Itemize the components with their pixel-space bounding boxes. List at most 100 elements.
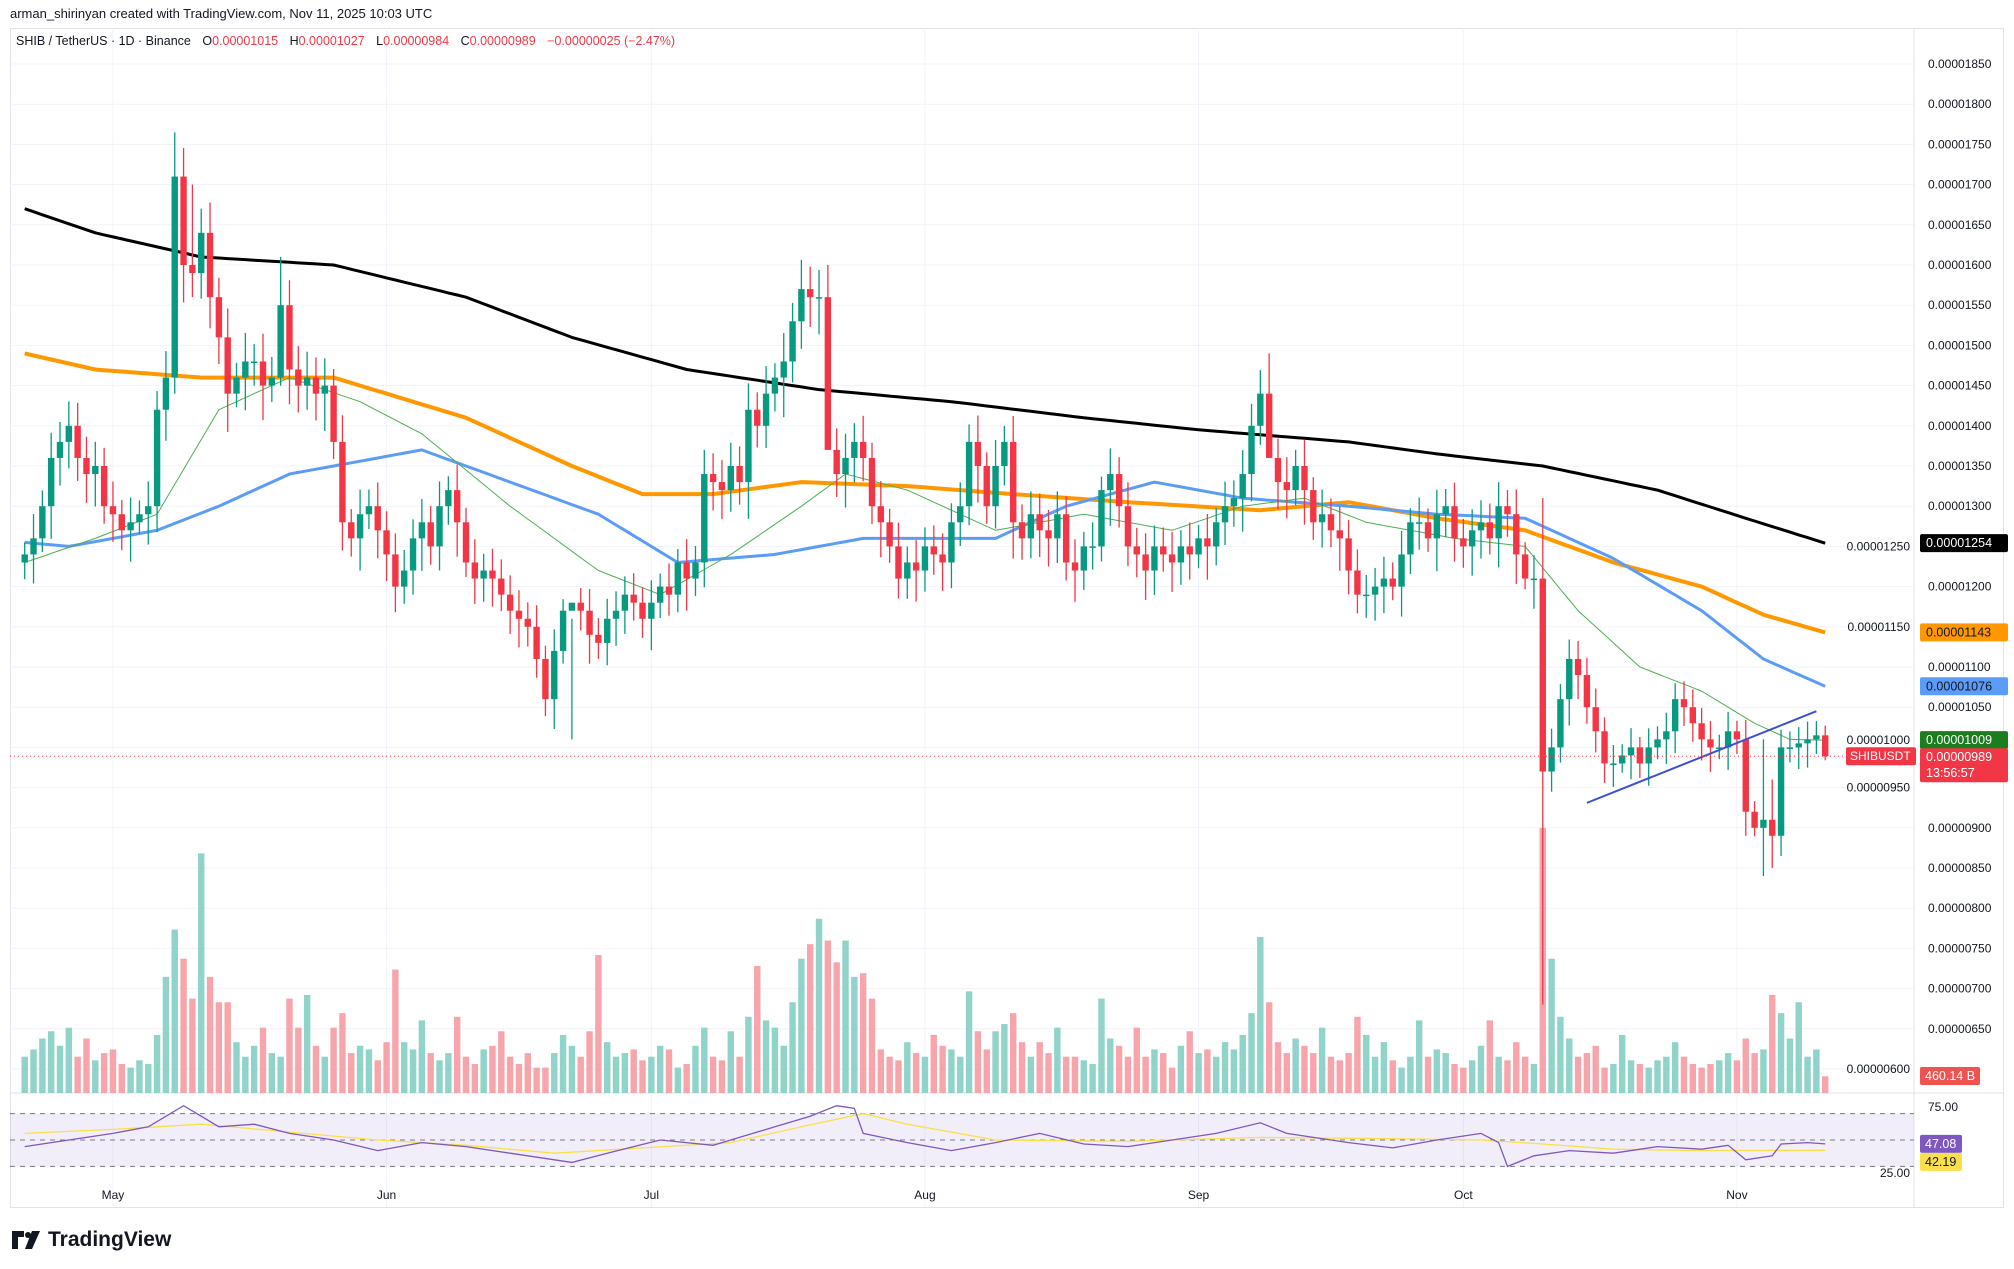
- candle[interactable]: [992, 439, 999, 529]
- candle[interactable]: [656, 573, 664, 618]
- candle[interactable]: [1142, 533, 1149, 601]
- candle[interactable]: [401, 549, 408, 604]
- candle[interactable]: [1124, 482, 1132, 567]
- candle[interactable]: [515, 590, 523, 648]
- candle[interactable]: [1530, 555, 1538, 609]
- candle[interactable]: [1751, 801, 1758, 837]
- candle[interactable]: [754, 392, 761, 448]
- candle[interactable]: [824, 265, 832, 450]
- candle[interactable]: [1451, 482, 1458, 562]
- candle[interactable]: [374, 482, 381, 559]
- candle[interactable]: [1433, 489, 1441, 572]
- candle[interactable]: [983, 452, 990, 524]
- candle[interactable]: [1080, 531, 1088, 590]
- candle[interactable]: [807, 266, 814, 327]
- candle[interactable]: [1133, 527, 1140, 578]
- candle[interactable]: [1804, 721, 1811, 768]
- candle[interactable]: [1813, 721, 1820, 754]
- candle[interactable]: [286, 280, 293, 405]
- candle[interactable]: [1716, 734, 1723, 760]
- candle[interactable]: [1610, 745, 1617, 787]
- candle[interactable]: [551, 629, 558, 729]
- candle[interactable]: [1318, 489, 1326, 548]
- candle[interactable]: [851, 423, 858, 483]
- candle[interactable]: [859, 415, 867, 482]
- candle[interactable]: [1460, 518, 1467, 568]
- candle[interactable]: [965, 424, 973, 526]
- candle[interactable]: [868, 442, 876, 525]
- candle[interactable]: [974, 415, 982, 503]
- candle[interactable]: [1168, 531, 1176, 593]
- candle[interactable]: [1504, 490, 1511, 537]
- candle[interactable]: [480, 553, 487, 602]
- candle[interactable]: [621, 576, 629, 634]
- candle[interactable]: [639, 587, 646, 638]
- trendline[interactable]: [1586, 710, 1817, 804]
- candle[interactable]: [65, 401, 73, 469]
- candle[interactable]: [815, 269, 823, 335]
- candle[interactable]: [1398, 530, 1405, 617]
- candle[interactable]: [533, 605, 540, 678]
- candle[interactable]: [1477, 500, 1485, 559]
- candle[interactable]: [1204, 514, 1211, 580]
- candle[interactable]: [1654, 726, 1661, 760]
- candle[interactable]: [295, 346, 302, 413]
- candle[interactable]: [701, 449, 708, 588]
- candle[interactable]: [1769, 779, 1776, 868]
- candle[interactable]: [736, 446, 743, 505]
- candle[interactable]: [1698, 707, 1705, 761]
- candle[interactable]: [1001, 425, 1008, 486]
- candle[interactable]: [648, 580, 655, 651]
- candle[interactable]: [242, 332, 249, 411]
- candle[interactable]: [559, 599, 567, 664]
- candle[interactable]: [1336, 506, 1343, 571]
- candle[interactable]: [1389, 562, 1396, 601]
- candle[interactable]: [418, 498, 426, 571]
- candle[interactable]: [1777, 729, 1785, 857]
- candle[interactable]: [630, 573, 637, 621]
- candle[interactable]: [586, 589, 593, 664]
- candle[interactable]: [224, 308, 231, 432]
- candle[interactable]: [1160, 527, 1167, 572]
- candle[interactable]: [745, 383, 752, 519]
- candle[interactable]: [1619, 744, 1626, 773]
- candle[interactable]: [595, 618, 602, 659]
- candle[interactable]: [1071, 539, 1079, 602]
- candle[interactable]: [1310, 477, 1317, 540]
- candle[interactable]: [1027, 491, 1035, 559]
- candle[interactable]: [1248, 403, 1255, 502]
- candle[interactable]: [1671, 683, 1679, 754]
- candle[interactable]: [498, 559, 505, 612]
- candle[interactable]: [233, 362, 240, 408]
- candle[interactable]: [171, 132, 178, 394]
- candle[interactable]: [1724, 711, 1732, 770]
- candle[interactable]: [1018, 504, 1026, 560]
- candle[interactable]: [1186, 522, 1193, 580]
- candle[interactable]: [30, 514, 37, 584]
- candle[interactable]: [1760, 739, 1767, 877]
- candle[interactable]: [1416, 497, 1423, 550]
- candle[interactable]: [83, 436, 90, 503]
- candle[interactable]: [1557, 684, 1564, 763]
- candle[interactable]: [1822, 725, 1829, 761]
- candle[interactable]: [604, 598, 611, 666]
- candle[interactable]: [1045, 509, 1052, 567]
- candle[interactable]: [1583, 657, 1591, 724]
- time-axis[interactable]: May Jun Jul Aug Sep Oct Nov: [102, 1188, 1748, 1202]
- candle[interactable]: [268, 357, 276, 403]
- candle[interactable]: [1089, 522, 1096, 570]
- candle[interactable]: [1795, 727, 1802, 769]
- candle[interactable]: [180, 148, 187, 303]
- candle[interactable]: [524, 602, 531, 647]
- candle[interactable]: [303, 351, 311, 410]
- candle[interactable]: [56, 421, 64, 486]
- candle[interactable]: [930, 525, 937, 575]
- candle[interactable]: [1354, 549, 1361, 614]
- candle[interactable]: [568, 602, 576, 740]
- candle[interactable]: [1495, 482, 1502, 568]
- candle[interactable]: [762, 365, 770, 449]
- candle[interactable]: [877, 481, 885, 558]
- candle[interactable]: [1663, 712, 1670, 764]
- candle[interactable]: [1636, 736, 1644, 779]
- candle[interactable]: [427, 505, 434, 565]
